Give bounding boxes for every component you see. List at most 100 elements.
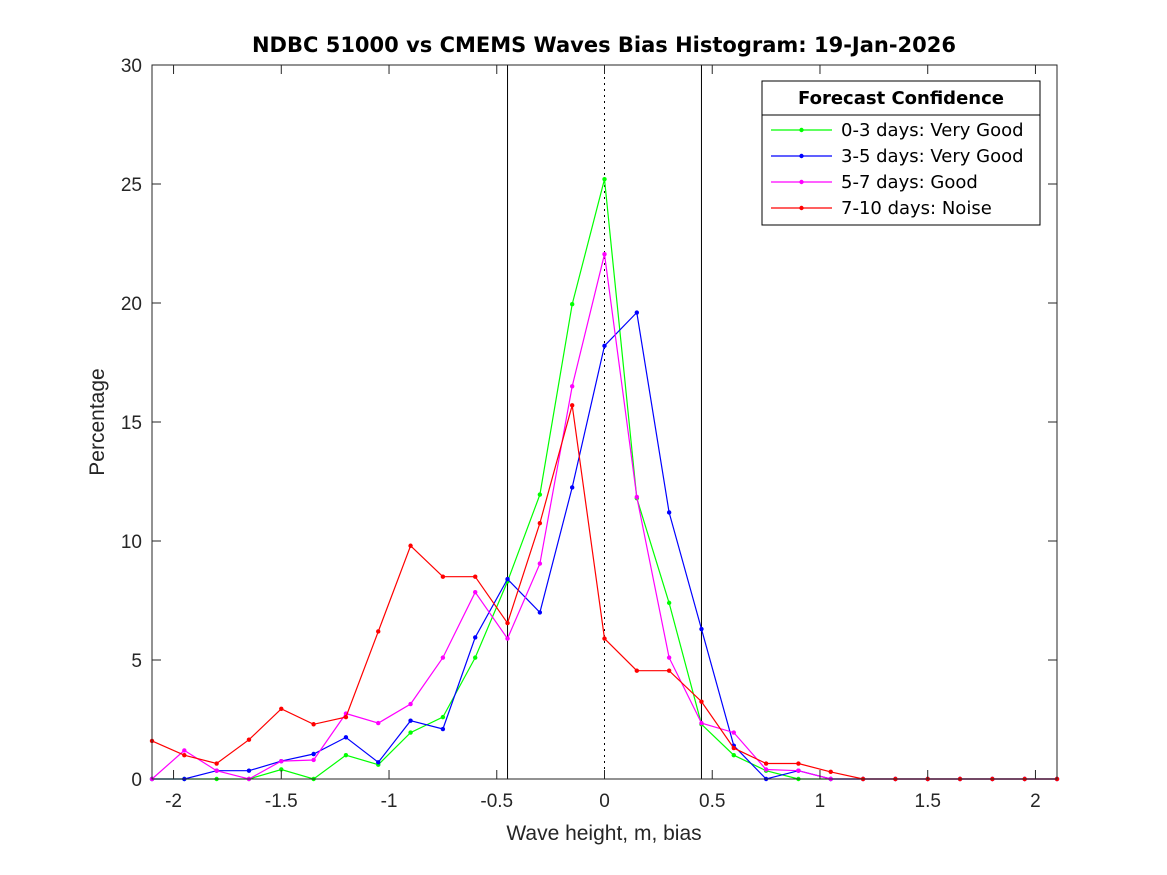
- data-point: [569, 403, 575, 408]
- data-point: [440, 714, 446, 720]
- data-point: [473, 589, 478, 595]
- data-point: [731, 753, 736, 758]
- y-tick-label: 0: [131, 770, 142, 791]
- data-point: [376, 720, 381, 726]
- y-tick-label: 5: [131, 651, 142, 672]
- legend-swatch-marker: [799, 153, 804, 159]
- chart-title: NDBC 51000 vs CMEMS Waves Bias Histogram…: [252, 33, 956, 57]
- legend-label: 0-3 days: Very Good: [841, 120, 1024, 141]
- data-point: [440, 726, 446, 732]
- data-point: [763, 767, 769, 772]
- data-point: [343, 714, 349, 720]
- data-point: [569, 485, 575, 490]
- data-point: [473, 574, 478, 579]
- data-point: [246, 737, 252, 742]
- data-point: [214, 761, 219, 766]
- data-point: [699, 699, 704, 704]
- legend-title: Forecast Confidence: [798, 88, 1004, 109]
- data-point: [569, 301, 575, 307]
- data-point: [279, 758, 284, 764]
- y-axis-ticks: 0 5 10 15 20 25 30: [121, 56, 1057, 791]
- data-point: [311, 757, 316, 763]
- data-point: [214, 768, 219, 773]
- legend-box: [761, 80, 1041, 226]
- data-point: [440, 655, 446, 660]
- data-point: [699, 626, 704, 632]
- data-point: [602, 636, 607, 641]
- legend-entry: 0-3 days: Very Good: [771, 120, 1024, 141]
- data-point: [182, 748, 187, 753]
- legend-swatch-marker: [799, 179, 804, 185]
- legend-entry: 7-10 days: Noise: [771, 198, 992, 219]
- data-point: [408, 730, 413, 735]
- data-point: [376, 629, 381, 634]
- data-point: [796, 761, 801, 766]
- x-axis-label: Wave height, m, bias: [506, 822, 701, 845]
- data-point: [343, 735, 349, 740]
- data-point: [537, 561, 543, 566]
- data-point: [440, 574, 446, 579]
- data-point: [666, 655, 672, 660]
- data-point: [473, 635, 478, 640]
- data-point: [505, 636, 510, 641]
- data-point: [408, 543, 413, 548]
- x-axis-ticks: -2 -1.5 -1 -0.5 0 0.5 1 1.5 2: [165, 65, 1041, 812]
- reference-lines: [507, 65, 702, 779]
- legend-entry: 3-5 days: Very Good: [771, 146, 1024, 167]
- data-point: [602, 343, 607, 349]
- data-point: [602, 252, 607, 257]
- data-point: [602, 177, 607, 182]
- data-point: [376, 760, 381, 765]
- y-tick-label: 10: [121, 532, 142, 553]
- data-point: [537, 610, 543, 615]
- legend-swatch-marker: [799, 205, 804, 211]
- data-point: [796, 768, 801, 773]
- x-tick-label: -2: [165, 791, 182, 812]
- x-tick-label: 0.5: [699, 791, 725, 812]
- data-point: [731, 730, 736, 735]
- legend-entries: 0-3 days: Very Good 3-5 days: Very Good 5-…: [771, 120, 1024, 219]
- data-point: [666, 510, 672, 515]
- data-point: [182, 753, 187, 758]
- data-point: [828, 769, 833, 775]
- data-point: [634, 668, 640, 673]
- x-tick-label: -1: [381, 791, 398, 812]
- legend-swatch-marker: [799, 127, 804, 133]
- data-point: [505, 576, 510, 582]
- data-point: [408, 701, 413, 707]
- data-point: [666, 600, 672, 606]
- data-point: [537, 492, 543, 497]
- legend-label: 5-7 days: Good: [841, 172, 978, 193]
- data-point: [279, 706, 284, 711]
- x-tick-label: 0: [599, 791, 610, 812]
- legend: Forecast Confidence 0-3 days: Very Good 3…: [761, 80, 1041, 226]
- data-point: [634, 310, 640, 315]
- data-point: [763, 761, 769, 766]
- data-point: [666, 668, 672, 673]
- data-point: [311, 751, 316, 757]
- y-tick-label: 25: [121, 175, 142, 196]
- data-point: [473, 655, 478, 660]
- data-point: [343, 753, 349, 758]
- data-point: [246, 768, 252, 773]
- y-tick-label: 20: [121, 294, 142, 315]
- y-tick-label: 30: [121, 56, 142, 77]
- data-point: [408, 718, 413, 723]
- x-tick-label: 1: [815, 791, 826, 812]
- x-tick-label: -0.5: [480, 791, 513, 812]
- legend-entry: 5-7 days: Good: [771, 172, 978, 193]
- legend-label: 3-5 days: Very Good: [841, 146, 1024, 167]
- data-point: [505, 620, 510, 626]
- data-point: [311, 722, 316, 727]
- x-tick-label: -1.5: [265, 791, 298, 812]
- data-point: [537, 520, 543, 526]
- y-axis-label: Percentage: [86, 368, 109, 475]
- data-point: [699, 720, 704, 726]
- x-tick-label: 1.5: [915, 791, 941, 812]
- data-point: [569, 384, 575, 389]
- x-tick-label: 2: [1030, 791, 1041, 812]
- y-tick-label: 15: [121, 413, 142, 434]
- data-point: [731, 745, 736, 751]
- legend-label: 7-10 days: Noise: [841, 198, 992, 219]
